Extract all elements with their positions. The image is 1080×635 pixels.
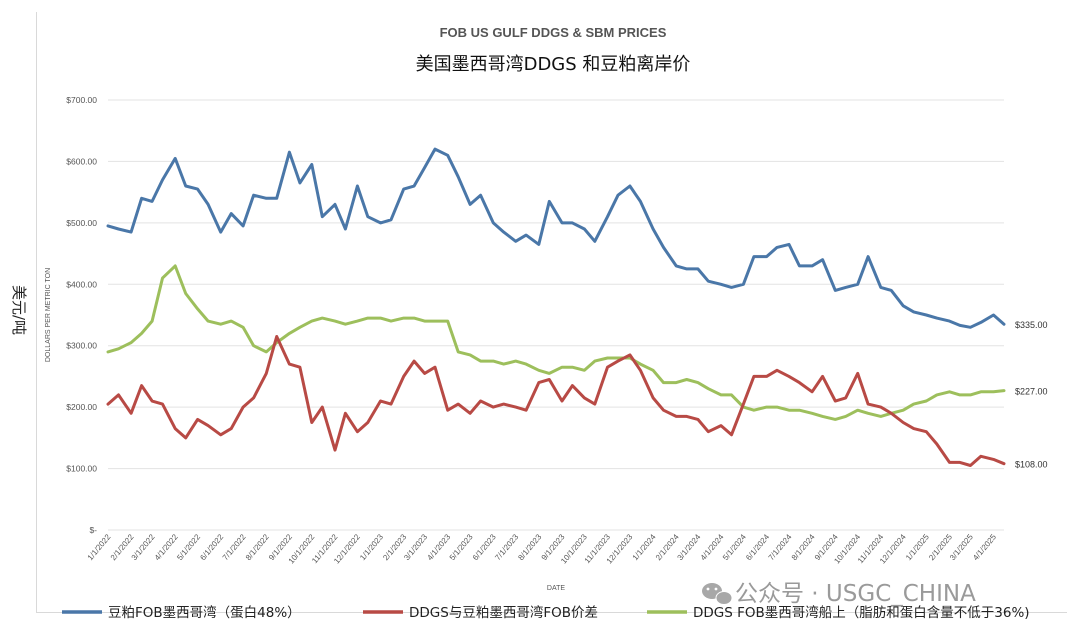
end-value-labels: $335.00 $108.00 $227.00 xyxy=(1015,320,1048,469)
watermark-text: 公众号 · USGC_CHINA xyxy=(735,581,976,607)
y-tick-label: $600.00 xyxy=(66,156,97,166)
legend-label-1: DDGS与豆粕墨西哥湾FOB价差 xyxy=(409,604,598,621)
y-tick-label: $400.00 xyxy=(66,279,97,289)
series-lines xyxy=(106,147,1006,467)
x-axis-ticks: 1/1/20222/1/20223/1/20224/1/20225/1/2022… xyxy=(86,532,999,565)
chart-title: FOB US GULF DDGS & SBM PRICES xyxy=(440,25,667,40)
end-label-1: $108.00 xyxy=(1015,460,1048,470)
series-line-0 xyxy=(106,147,1006,329)
y-tick-label: $700.00 xyxy=(66,95,97,105)
x-axis-label: DATE xyxy=(547,585,565,592)
series-line-1 xyxy=(106,335,1006,467)
chart-frame xyxy=(36,12,1067,613)
series-line-2 xyxy=(106,264,1006,421)
y-tick-label: $500.00 xyxy=(66,218,97,228)
chart-subtitle: 美国墨西哥湾DDGS 和豆粕离岸价 xyxy=(416,54,691,75)
y-tick-label: $- xyxy=(89,525,97,535)
y-tick-label: $200.00 xyxy=(66,402,97,412)
end-label-2: $227.00 xyxy=(1015,387,1048,397)
y-axis-ticks: $700.00 $600.00 $500.00 $400.00 $300.00 $200.… xyxy=(66,95,97,535)
legend: 豆粕FOB墨西哥湾（蛋白48%） DDGS与豆粕墨西哥湾FOB价差 DDGS FOB… xyxy=(62,604,1030,621)
legend-label-0: 豆粕FOB墨西哥湾（蛋白48%） xyxy=(108,604,301,621)
x-tick-label: 4/1/2025 xyxy=(971,532,998,562)
y-axis-label: DOLLARS PER METRIC TON xyxy=(45,268,52,362)
gridlines xyxy=(108,99,1004,531)
y-tick-label: $100.00 xyxy=(66,464,97,474)
y-tick-label: $300.00 xyxy=(66,341,97,351)
legend-label-2: DDGS FOB墨西哥湾船上（脂肪和蛋白含量不低于36%) xyxy=(693,604,1030,621)
end-label-0: $335.00 xyxy=(1015,320,1048,330)
y-axis-label-cn: 美元/吨 xyxy=(10,285,28,335)
watermark: 公众号 · USGC_CHINA xyxy=(702,581,976,607)
wechat-icon xyxy=(702,583,733,605)
